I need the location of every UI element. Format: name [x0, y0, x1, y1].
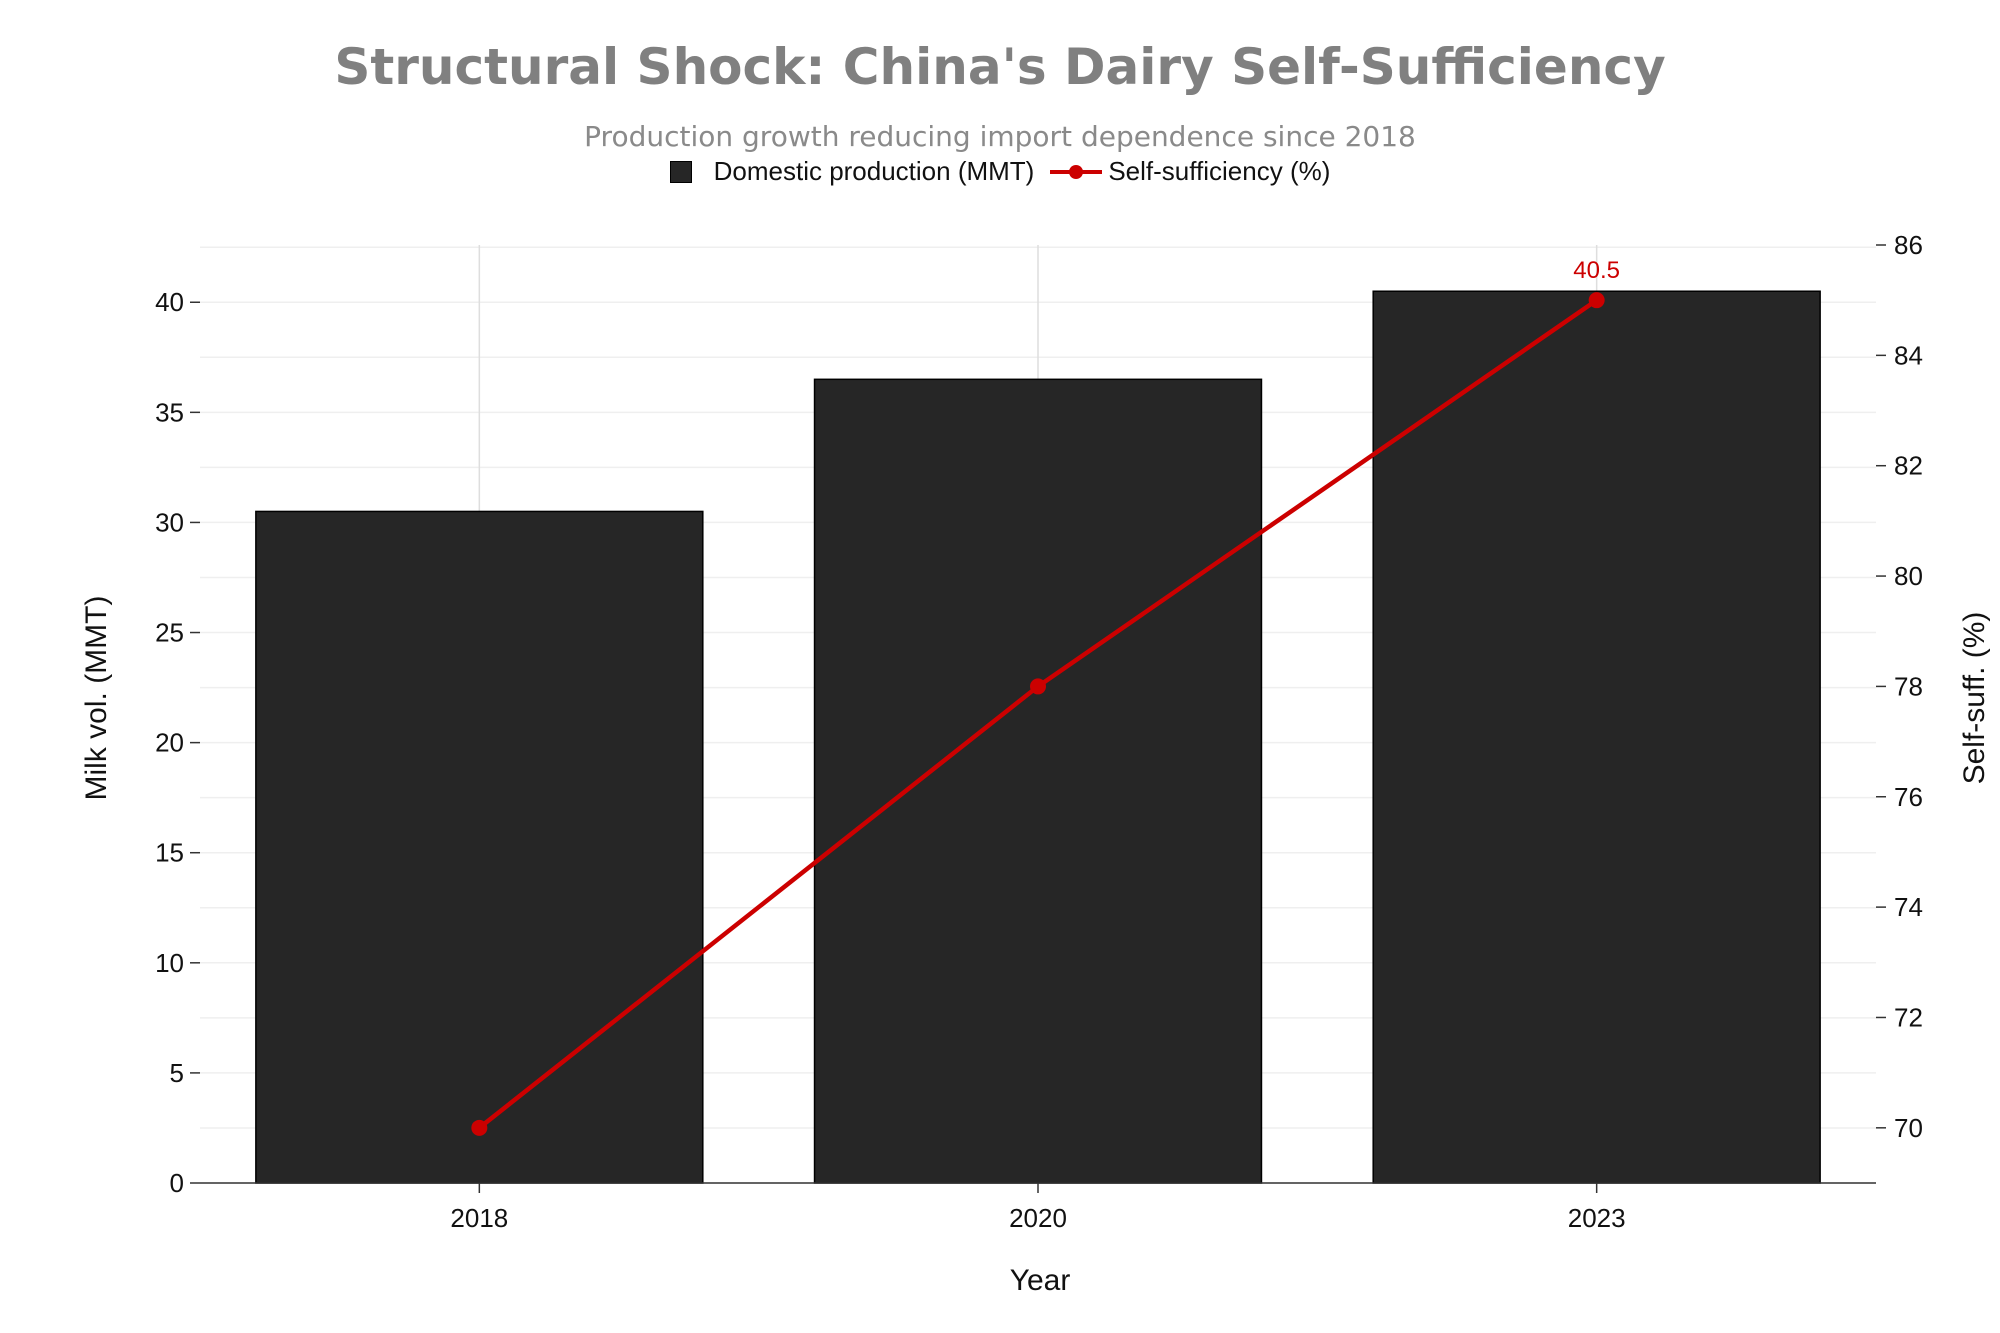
y-tick-label: 25: [155, 618, 184, 648]
y-tick-label: 35: [155, 397, 184, 427]
y-tick-label: 30: [155, 507, 184, 537]
self-sufficiency-point-2023[interactable]: [1588, 292, 1605, 309]
x-axis-title: Year: [1010, 1264, 1071, 1297]
y-tick-label: 20: [155, 728, 184, 758]
self-sufficiency-point-2018[interactable]: [471, 1119, 488, 1136]
legend-label-production: Domestic production (MMT): [713, 156, 1035, 186]
y2-tick-label: 84: [1894, 340, 1923, 370]
self-sufficiency-point-2020[interactable]: [1030, 678, 1046, 695]
chart-title: Structural Shock: China's Dairy Self-Suf…: [334, 38, 1666, 96]
y-tick-label: 0: [170, 1168, 184, 1198]
axis-layer: 0 5 10 15 20 25 30 35 40 70 72 74 76 78 80 82 84 86 2018 20…: [155, 230, 1923, 1233]
y2-axis-title: Self-suff. (%): [1958, 612, 1991, 785]
bar-2020[interactable]: [813, 378, 1263, 1184]
bar-2023[interactable]: [1372, 290, 1821, 1184]
legend-line-swatch: [1050, 164, 1103, 179]
y2-tick-label: 76: [1894, 782, 1923, 812]
y-axis-title: Milk vol. (MMT): [80, 596, 113, 801]
y2-tick-label: 78: [1894, 671, 1923, 701]
legend: Domestic production (MMT) Self-sufficien…: [0, 156, 2000, 187]
chart-subtitle: Production growth reducing import depend…: [584, 120, 1416, 153]
legend-item-production[interactable]: Domestic production (MMT): [669, 156, 1035, 187]
legend-label-self-sufficiency: Self-sufficiency (%): [1108, 156, 1331, 186]
x-tick-label-2018: 2018: [450, 1203, 508, 1233]
legend-bar-swatch: [669, 160, 692, 183]
x-tick-label-2023: 2023: [1568, 1203, 1626, 1233]
y-tick-label: 10: [155, 948, 184, 978]
y2-tick-label: 74: [1894, 892, 1923, 922]
y2-tick-label: 80: [1894, 561, 1923, 591]
y-tick-label: 15: [155, 838, 184, 868]
y-tick-label: 5: [170, 1058, 184, 1088]
bar-2018[interactable]: [255, 510, 704, 1184]
y2-tick-label: 86: [1894, 230, 1923, 260]
y2-tick-label: 72: [1894, 1002, 1923, 1032]
y2-tick-label: 70: [1894, 1113, 1923, 1143]
line-layer: 40.5: [471, 257, 1620, 1136]
legend-item-self-sufficiency[interactable]: Self-sufficiency (%): [1050, 156, 1330, 187]
data-label-2023: 40.5: [1573, 257, 1620, 284]
y2-tick-label: 82: [1894, 451, 1923, 481]
y-tick-label: 40: [155, 287, 184, 317]
bar-layer: [255, 290, 1821, 1184]
x-tick-label-2020: 2020: [1009, 1203, 1067, 1233]
